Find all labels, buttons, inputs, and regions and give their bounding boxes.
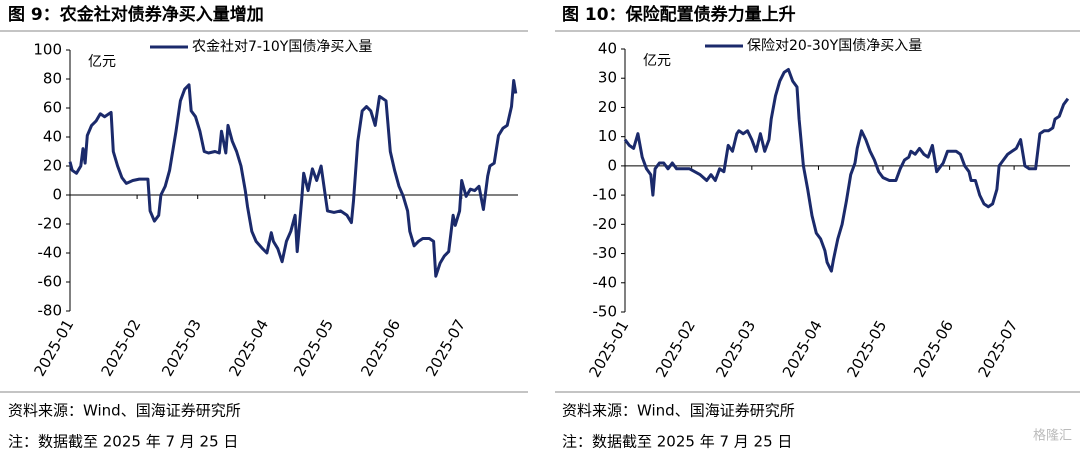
note: 注：数据截至 2025 年 7 月 25 日 xyxy=(562,433,792,451)
y-tick-label: -50 xyxy=(593,303,618,321)
y-tick-label: 0 xyxy=(607,156,617,174)
legend-label: 农金社对7-10Y国债净买入量 xyxy=(192,39,372,55)
x-tick-label: 2025-06 xyxy=(357,316,404,379)
series-line xyxy=(68,79,518,278)
y-tick-label: -20 xyxy=(38,215,63,233)
y-tick-label: 40 xyxy=(598,40,617,58)
x-tick-label: 2025-01 xyxy=(30,316,77,379)
y-tick-label: 100 xyxy=(33,41,62,59)
x-tick-label: 2025-05 xyxy=(290,316,337,379)
x-tick-label: 2025-05 xyxy=(843,317,890,380)
y-tick-label: 60 xyxy=(43,99,62,117)
watermark: 格隆汇 xyxy=(1033,428,1072,444)
x-tick-label: 2025-03 xyxy=(158,316,205,379)
y-tick-label: -30 xyxy=(593,244,618,262)
y-tick-label: -10 xyxy=(593,186,618,204)
y-tick-label: 80 xyxy=(43,70,62,88)
x-tick-label: 2025-01 xyxy=(585,317,632,380)
legend-label: 保险对20-30Y国债净买入量 xyxy=(747,38,922,54)
y-tick-label: -20 xyxy=(593,215,618,233)
x-tick-label: 2025-07 xyxy=(975,317,1022,380)
y-tick-label: 20 xyxy=(598,98,617,116)
y-tick-label: -60 xyxy=(38,273,63,291)
y-tick-label: 20 xyxy=(43,157,62,175)
y-tick-label: 10 xyxy=(598,127,617,145)
y-tick-label: 0 xyxy=(52,186,62,204)
series-line xyxy=(623,68,1070,273)
y-tick-label: 30 xyxy=(598,69,617,87)
x-tick-label: 2025-03 xyxy=(712,317,759,380)
y-tick-label: -40 xyxy=(593,273,618,291)
y-tick-label: -80 xyxy=(38,302,63,320)
y-tick-label: -40 xyxy=(38,244,63,262)
source: 资料来源：Wind、国海证券研究所 xyxy=(562,402,795,420)
source: 资料来源：Wind、国海证券研究所 xyxy=(8,402,241,420)
note: 注：数据截至 2025 年 7 月 25 日 xyxy=(8,433,238,451)
x-tick-label: 2025-07 xyxy=(422,316,469,379)
x-tick-label: 2025-04 xyxy=(779,317,826,380)
unit-label: 亿元 xyxy=(643,53,671,69)
chart-title: 图 9：农金社对债券净买入量增加 xyxy=(8,4,264,25)
unit-label: 亿元 xyxy=(88,54,116,70)
x-tick-label: 2025-02 xyxy=(98,316,145,379)
chart-title: 图 10：保险配置债券力量上升 xyxy=(562,4,796,25)
x-tick-label: 2025-06 xyxy=(910,317,957,380)
x-tick-label: 2025-04 xyxy=(225,316,272,379)
x-tick-label: 2025-02 xyxy=(652,317,699,380)
y-tick-label: 40 xyxy=(43,128,62,146)
